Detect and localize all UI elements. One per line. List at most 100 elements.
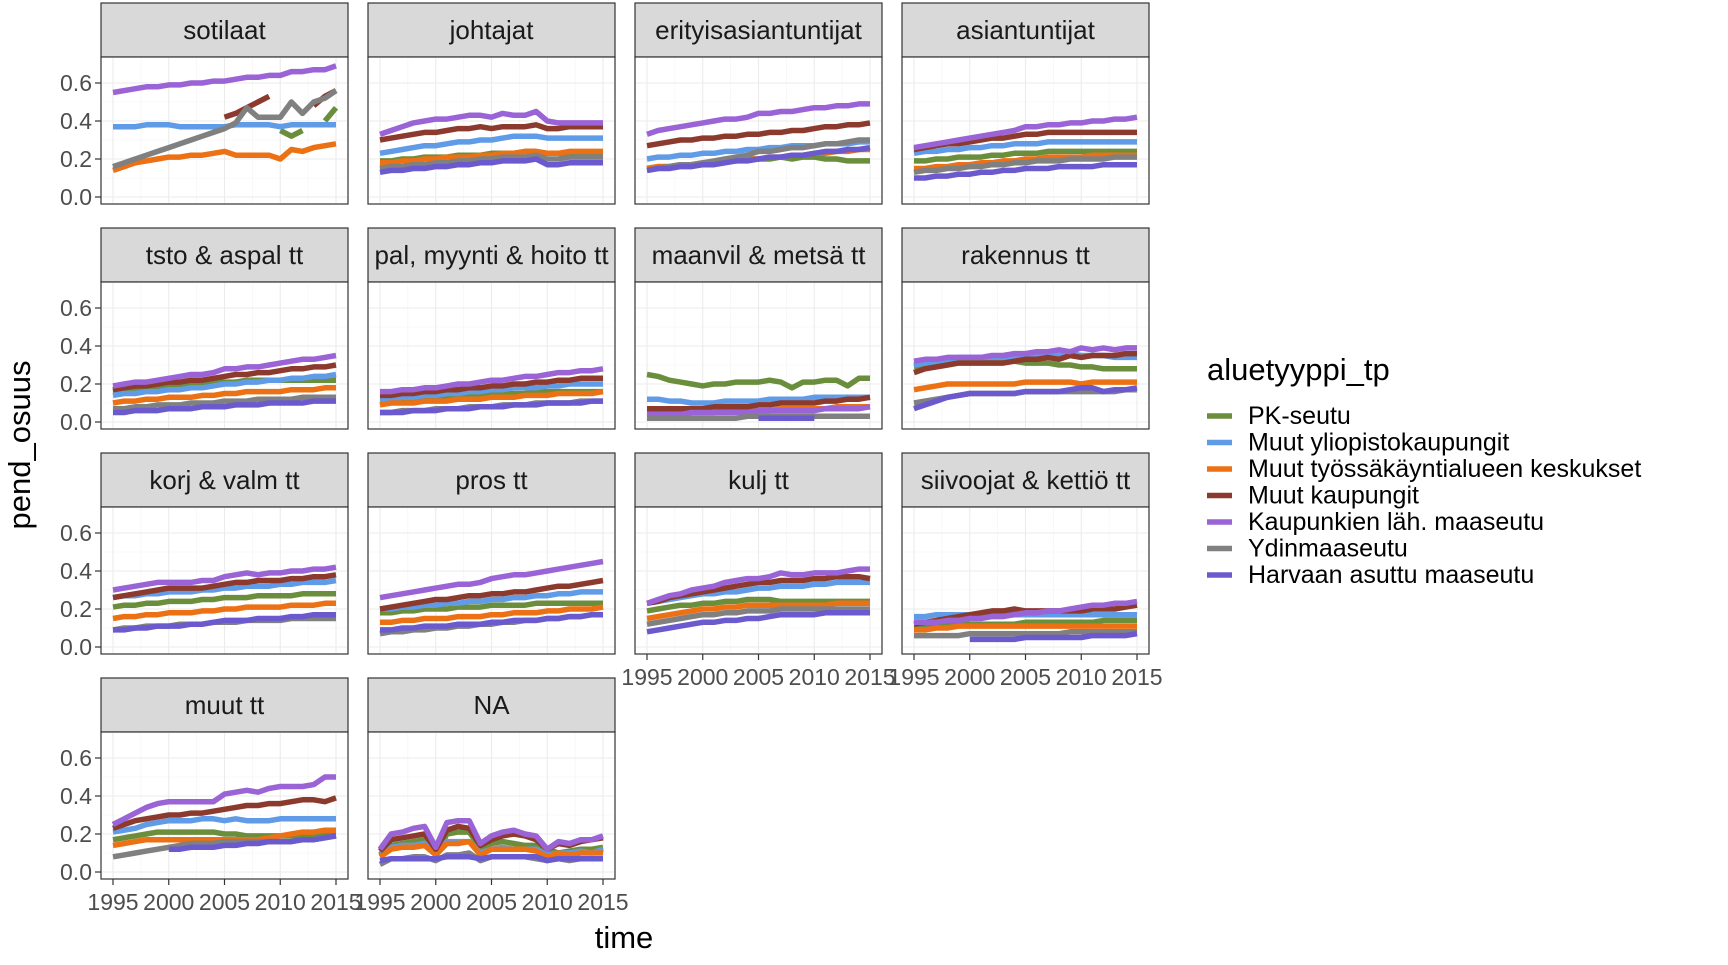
facet-strip <box>367 227 616 283</box>
series-group <box>379 108 603 176</box>
facet-strip-label: sotilaat <box>183 15 266 45</box>
facet-strip <box>901 2 1150 58</box>
series-line-muut-yliopistokaupungit <box>379 133 603 157</box>
series-group <box>646 371 871 421</box>
facet-strip <box>100 2 349 58</box>
series-line-muut-kaupungit <box>379 577 604 612</box>
series-line-muut-yliopistokaupungit <box>380 589 603 612</box>
y-tick-label: 0.4 <box>60 333 92 359</box>
series-line-muut-kaupungit <box>112 795 337 831</box>
series-line-muut-yliopistokaupungit <box>380 381 603 402</box>
series-line-kaupunkien-läh-maaseutu <box>379 558 604 601</box>
series-line-kaupunkien-läh-maaseutu <box>647 404 871 418</box>
facet-panel: kulj tt 1995 2000 2005 2010 2015 <box>621 452 896 690</box>
facet-strip-label: erityisasiantuntijat <box>655 15 862 45</box>
x-axis-title: time <box>595 920 654 955</box>
x-tick-label: 2015 <box>844 664 895 690</box>
facet-strip <box>634 452 883 508</box>
series-line-muut-työssäkäyntialueen-keskukset <box>378 838 603 860</box>
series-line-harvaan-asuttu-maaseutu <box>646 610 870 635</box>
x-tick-label: 2000 <box>944 664 995 690</box>
series-line-kaupunkien-läh-maaseutu <box>646 101 870 137</box>
series-line-pk-seutu <box>279 105 339 139</box>
x-tick-label: 2000 <box>410 889 461 915</box>
facet-panels: sotilaat 0.0 0.2 0.4 0.6 johtajat erityisasian… <box>60 2 1163 915</box>
series-group <box>379 558 604 637</box>
series-line-kaupunkien-läh-maaseutu <box>646 566 870 606</box>
y-tick-label: 0.6 <box>60 70 92 96</box>
facet-strip <box>367 677 616 733</box>
series-line-harvaan-asuttu-maaseutu <box>969 630 1138 643</box>
legend-item-muut-yliopistokaupungit: Muut yliopistokaupungit <box>1207 429 1509 457</box>
series-line-muut-kaupungit <box>380 375 603 399</box>
y-tick-label: 0.0 <box>60 409 92 435</box>
y-tick-label: 0.4 <box>60 108 92 134</box>
x-tick-label: 2010 <box>1056 664 1107 690</box>
series-group <box>377 817 604 867</box>
x-tick-label: 2005 <box>466 889 517 915</box>
series-line-muut-työssäkäyntialueen-keskukset <box>380 604 604 626</box>
series-line-kaupunkien-läh-maaseutu <box>914 598 1138 626</box>
facet-strip-label: korj & valm tt <box>149 465 300 495</box>
y-tick-label: 0.2 <box>60 596 92 622</box>
x-tick-label: 1995 <box>87 889 138 915</box>
legend-label: Kaupunkien läh. maaseutu <box>1248 508 1544 536</box>
series-group <box>646 101 871 174</box>
series-line-ydinmaaseutu <box>379 152 603 172</box>
series-line-ydinmaaseutu <box>914 629 1137 639</box>
x-tick-label: 1995 <box>888 664 939 690</box>
series-line-muut-kaupungit <box>112 362 337 393</box>
series-line-harvaan-asuttu-maaseutu <box>380 611 603 633</box>
series-line-kaupunkien-läh-maaseutu <box>377 817 604 852</box>
facet-strip-label: asiantuntijat <box>956 15 1096 45</box>
series-line-harvaan-asuttu-maaseutu <box>913 385 1138 412</box>
series-line-harvaan-asuttu-maaseutu <box>380 398 603 416</box>
x-tick-label: 2005 <box>733 664 784 690</box>
series-group <box>111 774 337 860</box>
series-group <box>112 564 337 633</box>
x-tick-label: 2015 <box>1111 664 1162 690</box>
y-axis-title: pend_osuus <box>2 361 37 530</box>
facet-strip <box>100 227 349 283</box>
x-tick-label: 2010 <box>789 664 840 690</box>
series-group <box>913 114 1138 181</box>
y-tick-label: 0.6 <box>60 520 92 546</box>
x-tick-label: 2010 <box>255 889 306 915</box>
legend-label: Harvaan asuttu maaseutu <box>1248 561 1534 589</box>
x-tick-label: 2015 <box>310 889 361 915</box>
facet-strip-label: NA <box>473 690 510 720</box>
series-line-muut-työssäkäyntialueen-keskukset <box>646 600 870 622</box>
facet-strip <box>367 452 616 508</box>
facet-panel: pros tt <box>367 452 616 655</box>
series-line-muut-työssäkäyntialueen-keskukset <box>112 385 336 406</box>
facet-panel: rakennus tt <box>901 227 1150 430</box>
x-tick-label: 2000 <box>677 664 728 690</box>
legend-label: Ydinmaaseutu <box>1248 535 1408 563</box>
x-tick-label: 2015 <box>577 889 628 915</box>
legend-title: aluetyyppi_tp <box>1207 352 1390 387</box>
facet-panel: asiantuntijat <box>901 2 1150 205</box>
facet-panel: pal, myynti & hoito tt <box>367 227 616 430</box>
facet-strip <box>100 677 349 733</box>
facet-panel: korj & valm tt 0.0 0.2 0.4 0.6 <box>60 452 349 660</box>
facet-strip-label: rakennus tt <box>961 240 1090 270</box>
facet-strip-label: pros tt <box>455 465 528 495</box>
series-line-kaupunkien-läh-maaseutu <box>379 108 603 137</box>
series-line-muut-kaupungit <box>913 350 1137 376</box>
series-line-kaupunkien-läh-maaseutu <box>913 114 1138 151</box>
series-line-pk-seutu <box>914 617 1137 629</box>
series-line-kaupunkien-läh-maaseutu <box>380 366 604 395</box>
series-line-kaupunkien-läh-maaseutu <box>913 345 1137 364</box>
series-line-pk-seutu <box>914 148 1137 164</box>
y-tick-label: 0.4 <box>60 558 92 584</box>
series-line-kaupunkien-läh-maaseutu <box>111 774 336 827</box>
legend-item-muut-työssäkäyntialueen-keskukset: Muut työssäkäyntialueen keskukset <box>1207 455 1641 483</box>
facet-strip-label: siivoojat & kettiö tt <box>921 465 1131 495</box>
y-tick-label: 0.6 <box>60 745 92 771</box>
facet-panel: maanvil & metsä tt <box>634 227 883 430</box>
legend-label: PK-seutu <box>1248 402 1351 430</box>
y-tick-label: 0.2 <box>60 371 92 397</box>
